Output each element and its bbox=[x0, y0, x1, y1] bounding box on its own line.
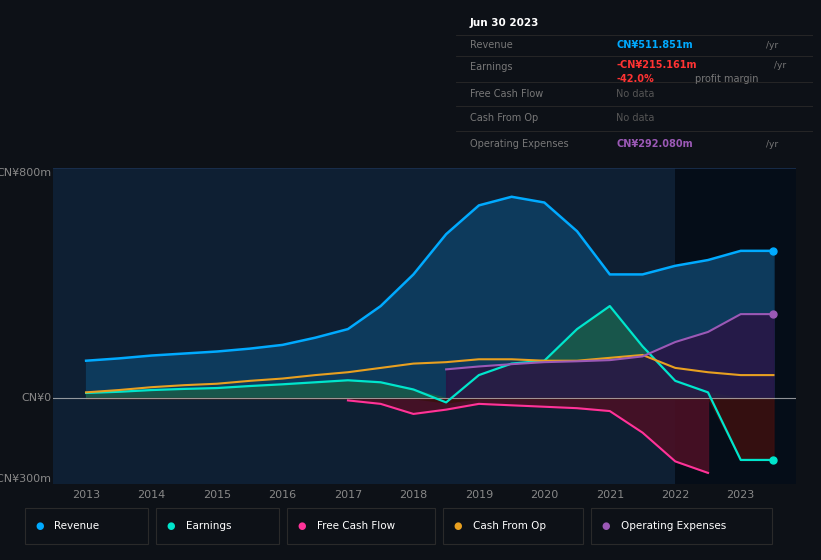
Text: -42.0%: -42.0% bbox=[617, 74, 654, 84]
Bar bbox=[675, 168, 796, 484]
Text: ●: ● bbox=[602, 521, 610, 531]
Text: ●: ● bbox=[454, 521, 462, 531]
Text: No data: No data bbox=[617, 89, 654, 99]
Text: Revenue: Revenue bbox=[54, 521, 99, 531]
Text: CN¥292.080m: CN¥292.080m bbox=[617, 139, 693, 149]
Text: No data: No data bbox=[617, 113, 654, 123]
Text: Jun 30 2023: Jun 30 2023 bbox=[470, 18, 539, 28]
Text: -CN¥300m: -CN¥300m bbox=[0, 474, 52, 484]
Text: CN¥0: CN¥0 bbox=[21, 393, 52, 403]
Text: CN¥511.851m: CN¥511.851m bbox=[617, 40, 693, 50]
Text: /yr: /yr bbox=[766, 139, 778, 148]
Text: Revenue: Revenue bbox=[470, 40, 512, 50]
Text: Cash From Op: Cash From Op bbox=[470, 113, 539, 123]
Text: Free Cash Flow: Free Cash Flow bbox=[470, 89, 544, 99]
Text: Cash From Op: Cash From Op bbox=[473, 521, 546, 531]
Text: Free Cash Flow: Free Cash Flow bbox=[317, 521, 395, 531]
Text: ●: ● bbox=[298, 521, 306, 531]
Text: Earnings: Earnings bbox=[470, 62, 512, 72]
Text: /yr: /yr bbox=[766, 41, 778, 50]
Text: profit margin: profit margin bbox=[695, 74, 759, 84]
Text: ●: ● bbox=[167, 521, 175, 531]
Text: /yr: /yr bbox=[773, 61, 786, 70]
Text: -CN¥215.161m: -CN¥215.161m bbox=[617, 60, 697, 71]
Text: Operating Expenses: Operating Expenses bbox=[470, 139, 569, 149]
Text: ●: ● bbox=[35, 521, 44, 531]
Text: Operating Expenses: Operating Expenses bbox=[621, 521, 726, 531]
Text: CN¥800m: CN¥800m bbox=[0, 168, 52, 178]
Text: Earnings: Earnings bbox=[186, 521, 231, 531]
